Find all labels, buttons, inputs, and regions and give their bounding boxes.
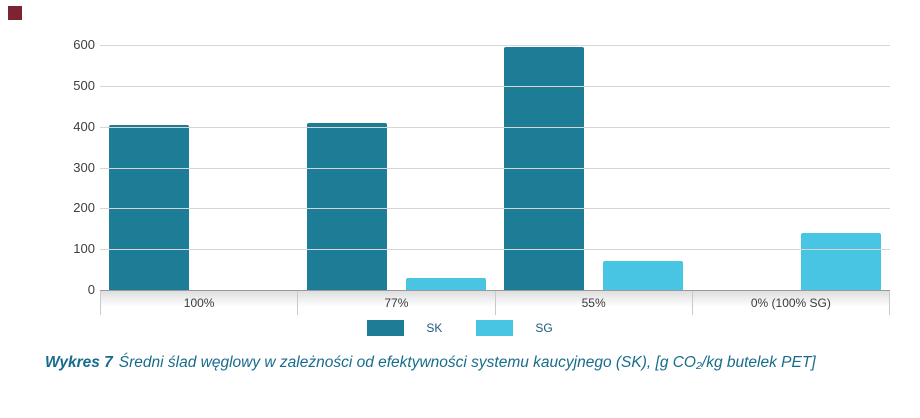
legend-item-sk: SK: [367, 320, 442, 336]
gridline: [100, 126, 890, 128]
bar-group: [298, 45, 496, 290]
legend-label-sk: SK: [426, 321, 443, 335]
gridline: [100, 85, 890, 87]
legend-swatch-sk: [367, 320, 405, 336]
slide-accent-square: [8, 6, 22, 20]
bar-sg: [603, 261, 684, 290]
gridline: [100, 167, 890, 169]
bar-sg: [405, 277, 486, 290]
caption-label: Wykres 7: [45, 354, 113, 371]
bar-slot: [594, 45, 693, 290]
chart-legend: SK SG: [0, 320, 920, 336]
gridline: [100, 249, 890, 251]
x-axis-label: 55%: [494, 291, 692, 315]
x-axis: 100% 77% 55% 0% (100% SG): [100, 291, 890, 315]
x-axis-label: 77%: [297, 291, 494, 315]
chart-caption: Wykres 7 Średni ślad węglowy w zależności…: [45, 352, 880, 374]
bar-sg: [800, 232, 881, 290]
y-axis-label: 100: [73, 241, 95, 257]
bar-sk: [306, 122, 387, 290]
y-axis: 0 100 200 300 400 500 600: [0, 0, 95, 300]
y-axis-label: 300: [73, 159, 95, 175]
bar-group: [693, 45, 891, 290]
bar-slot: [298, 45, 397, 290]
bar-slot: [100, 45, 199, 290]
x-axis-label: 0% (100% SG): [691, 291, 890, 315]
bar-sk: [504, 47, 585, 290]
plot-area: [100, 45, 890, 291]
bar-group: [100, 45, 298, 290]
y-axis-label: 200: [73, 200, 95, 216]
gridline: [100, 45, 890, 46]
bar-slot: [791, 45, 890, 290]
caption-text: Średni ślad węglowy w zależności od efek…: [118, 354, 816, 371]
legend-item-sg: SG: [476, 320, 553, 336]
gridline: [100, 208, 890, 210]
y-axis-label: 0: [87, 282, 95, 297]
bar-chart: 0 100 200 300 400 500 600 100% 77% 55% 0% (100% S…: [0, 0, 920, 336]
y-axis-label: 600: [73, 37, 95, 52]
y-axis-label: 500: [73, 77, 95, 93]
bar-slot: [396, 45, 495, 290]
x-axis-label: 100%: [100, 291, 297, 315]
legend-swatch-sg: [476, 320, 514, 336]
legend-label-sg: SG: [535, 321, 553, 335]
y-axis-label: 400: [73, 118, 95, 134]
bar-sk: [109, 124, 190, 290]
